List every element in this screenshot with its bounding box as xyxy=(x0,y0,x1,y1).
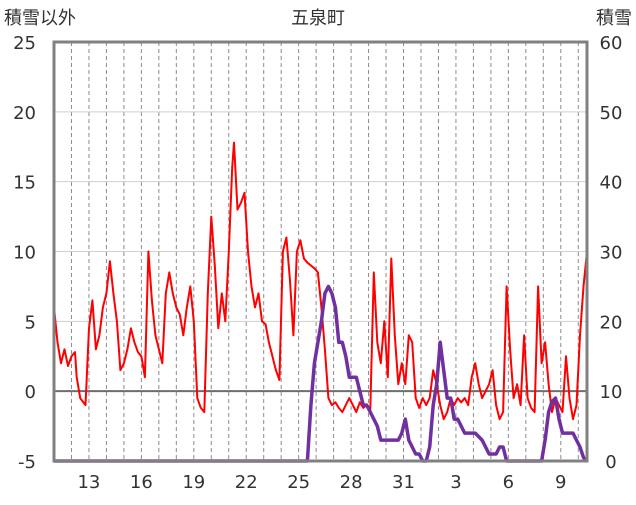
x-tick-label: 3 xyxy=(450,472,461,493)
series-layer xyxy=(53,141,589,463)
right-tick-label: 0 xyxy=(605,452,616,473)
left-axis-label: 積雪以外 xyxy=(4,8,76,29)
right-axis-label: 積雪 xyxy=(596,8,632,29)
left-tick-label: 15 xyxy=(13,173,36,194)
left-axis-ticks: -5 0 5 10 15 20 25 xyxy=(13,33,36,473)
right-tick-label: 10 xyxy=(600,382,623,403)
right-tick-label: 60 xyxy=(600,33,623,54)
x-tick-label: 22 xyxy=(235,472,258,493)
horizontal-gridlines xyxy=(54,111,587,393)
x-tick-label: 16 xyxy=(130,472,153,493)
snow-depth-series-line xyxy=(54,284,589,463)
x-tick-label: 6 xyxy=(503,472,514,493)
right-tick-label: 40 xyxy=(600,173,623,194)
x-axis-ticks: 13 16 19 22 25 28 31 3 6 9 xyxy=(77,472,566,493)
x-tick-label: 19 xyxy=(182,472,205,493)
left-tick-label: -5 xyxy=(18,452,36,473)
left-tick-label: 0 xyxy=(25,382,36,403)
chart-title: 五泉町 xyxy=(291,8,345,29)
right-tick-label: 30 xyxy=(600,243,623,264)
x-tick-label: 9 xyxy=(555,472,566,493)
other-series-line xyxy=(53,141,588,421)
x-tick-label: 25 xyxy=(287,472,310,493)
x-tick-label: 28 xyxy=(340,472,363,493)
x-tick-label: 13 xyxy=(77,472,100,493)
left-tick-label: 25 xyxy=(13,33,36,54)
plot-frame xyxy=(52,40,589,463)
x-tick-label: 31 xyxy=(392,472,415,493)
left-tick-label: 10 xyxy=(13,243,36,264)
right-tick-label: 20 xyxy=(600,312,623,333)
right-axis-ticks: 0 10 20 30 40 50 60 xyxy=(600,33,623,473)
left-tick-label: 5 xyxy=(25,312,36,333)
left-tick-label: 20 xyxy=(13,103,36,124)
right-tick-label: 50 xyxy=(600,103,623,124)
